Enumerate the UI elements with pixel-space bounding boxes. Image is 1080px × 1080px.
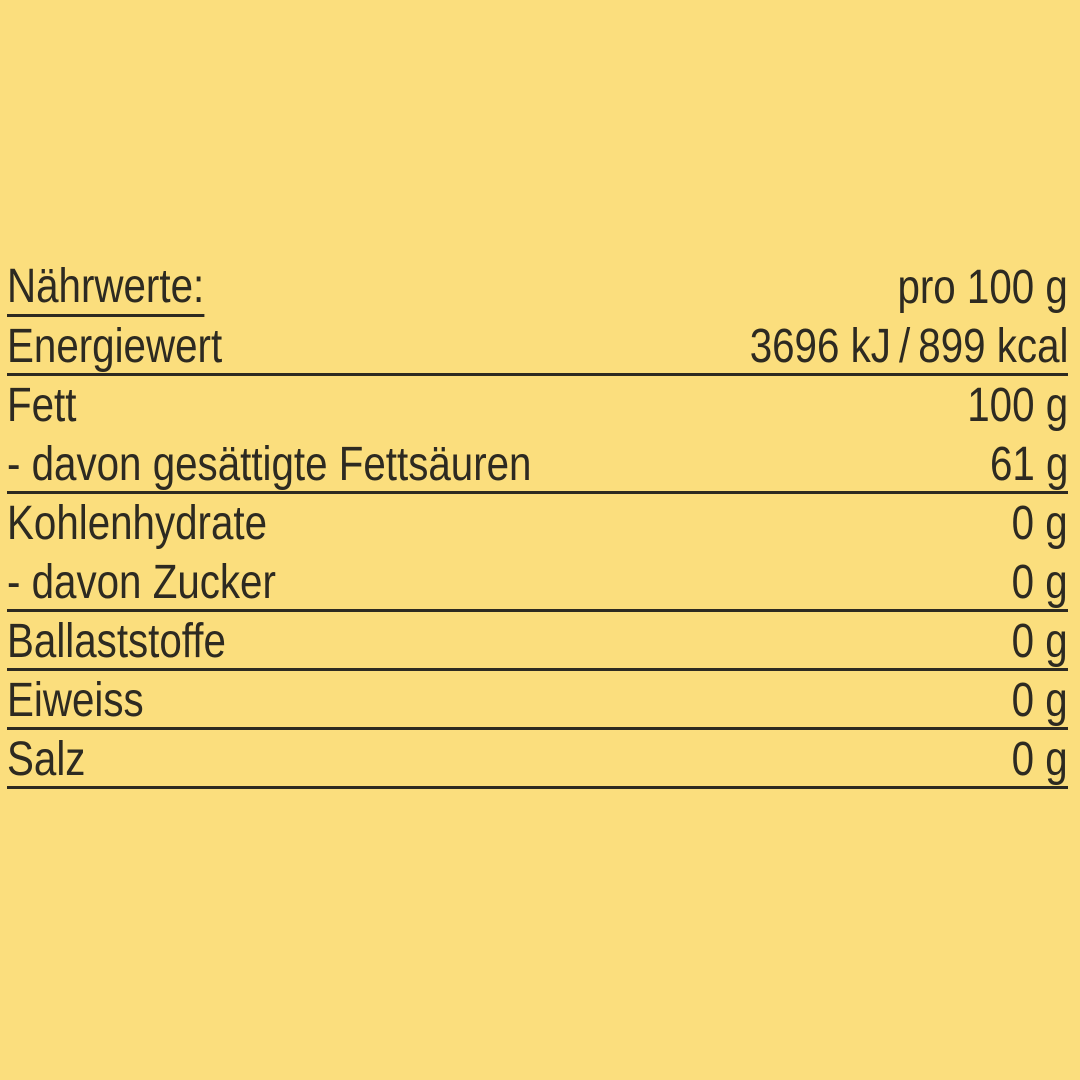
- nutrient-value: 0 g: [1011, 674, 1068, 727]
- nutrient-label: Ballaststoffe: [7, 615, 226, 668]
- nutrition-title-text: Nährwerte:: [7, 263, 205, 317]
- nutrient-value: 0 g: [1011, 615, 1068, 668]
- nutrient-label: - davon Zucker: [7, 556, 276, 609]
- nutrient-label: Salz: [7, 733, 86, 786]
- table-row: - davon Zucker 0 g: [7, 553, 1068, 612]
- nutrition-header-row: Nährwerte: pro 100 g: [7, 258, 1068, 317]
- table-row: Ballaststoffe 0 g: [7, 612, 1068, 671]
- table-row: - davon gesättigte Fettsäuren 61 g: [7, 435, 1068, 494]
- nutrition-table: Nährwerte: pro 100 g Energiewert 3696 kJ…: [7, 258, 1068, 789]
- table-row: Kohlenhydrate 0 g: [7, 494, 1068, 553]
- table-row: Energiewert 3696 kJ / 899 kcal: [7, 317, 1068, 376]
- nutrient-label: Kohlenhydrate: [7, 497, 268, 550]
- nutrient-value: 100 g: [967, 379, 1068, 432]
- nutrient-value: 0 g: [1011, 556, 1068, 609]
- nutrient-value: 0 g: [1011, 497, 1068, 550]
- per-100g-label: pro 100 g: [897, 261, 1068, 314]
- nutrient-label: Fett: [7, 379, 77, 432]
- nutrient-label: Eiweiss: [7, 674, 144, 727]
- nutrient-label: Energiewert: [7, 320, 223, 373]
- table-row: Eiweiss 0 g: [7, 671, 1068, 730]
- nutrient-value: 0 g: [1011, 733, 1068, 786]
- nutrient-value: 61 g: [989, 438, 1068, 491]
- table-row: Salz 0 g: [7, 730, 1068, 789]
- nutrient-value: 3696 kJ / 899 kcal: [749, 320, 1068, 373]
- table-row: Fett 100 g: [7, 376, 1068, 435]
- nutrient-label: - davon gesättigte Fettsäuren: [7, 438, 532, 491]
- nutrition-title: Nährwerte:: [7, 263, 242, 317]
